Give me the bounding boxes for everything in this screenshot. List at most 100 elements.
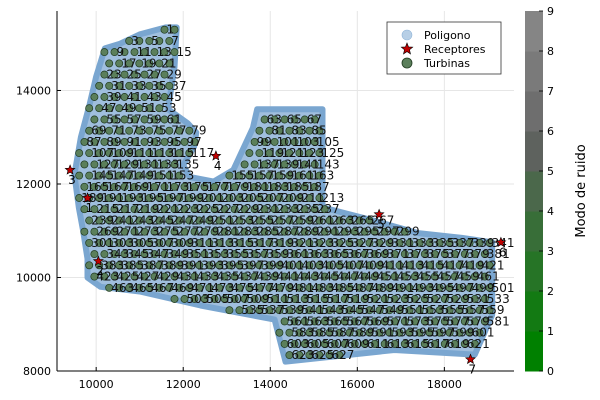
- turbine-marker: [145, 216, 154, 225]
- turbine-label: 537: [261, 303, 284, 317]
- turbine-marker: [95, 238, 104, 247]
- turbine-marker: [275, 126, 284, 135]
- turbine-label: 477: [251, 281, 274, 295]
- turbine-marker: [185, 126, 194, 135]
- turbine-label: 155: [231, 169, 254, 183]
- turbine-label: 281: [217, 225, 240, 239]
- turbine-marker: [180, 227, 189, 236]
- turbine-marker: [480, 250, 489, 259]
- turbine-label: 131: [137, 157, 160, 171]
- legend-receptores-marker: [400, 42, 414, 55]
- turbine-marker: [465, 328, 474, 337]
- turbine-marker: [110, 115, 119, 124]
- turbine-label: 187: [307, 180, 330, 194]
- turbine-marker: [155, 283, 164, 292]
- turbine-marker: [130, 182, 139, 191]
- turbine-marker: [175, 126, 184, 135]
- turbine-label: 237: [317, 202, 340, 216]
- turbine-marker: [130, 160, 139, 169]
- turbine-marker: [255, 126, 264, 135]
- turbine-marker: [280, 317, 289, 326]
- turbine-label: 615: [407, 337, 430, 351]
- turbine-label: 29: [167, 68, 182, 82]
- turbine-marker: [340, 339, 349, 348]
- turbine-marker: [305, 126, 314, 135]
- turbine-marker: [165, 261, 174, 270]
- turbine-label: 529: [447, 292, 470, 306]
- turbine-label: 539: [281, 303, 304, 317]
- turbine-label: 335: [432, 236, 455, 250]
- turbine-marker: [245, 238, 254, 247]
- turbine-marker: [260, 205, 269, 214]
- turbine-marker: [350, 295, 359, 303]
- turbine-label: 417: [442, 258, 465, 272]
- turbine-marker: [165, 283, 174, 292]
- turbine-label: 385: [121, 258, 144, 272]
- turbine-label: 443: [297, 270, 320, 284]
- turbine-marker: [375, 328, 384, 337]
- turbine-label: 301: [91, 236, 114, 250]
- turbine-marker: [380, 250, 389, 259]
- turbine-marker: [235, 238, 244, 247]
- turbine-marker: [165, 126, 174, 135]
- turbine-marker: [245, 261, 254, 270]
- turbine-marker: [265, 261, 274, 270]
- turbine-label: 137: [257, 157, 280, 171]
- turbine-marker: [115, 126, 124, 135]
- turbine-marker: [465, 306, 474, 315]
- turbine-marker: [330, 339, 339, 348]
- turbine-marker: [460, 295, 469, 303]
- turbine-marker: [305, 261, 314, 270]
- turbine-marker: [235, 194, 244, 202]
- turbine-marker: [470, 295, 479, 303]
- turbine-label: 149: [131, 169, 154, 183]
- turbine-marker: [120, 70, 129, 79]
- turbine-label: 239: [91, 214, 114, 228]
- turbine-label: 483: [311, 281, 334, 295]
- turbine-marker: [105, 104, 114, 113]
- turbine-label: 87: [86, 135, 101, 149]
- turbine-marker: [175, 149, 184, 158]
- turbine-label: 367: [347, 247, 370, 261]
- turbine-label: 451: [377, 270, 400, 284]
- turbine-marker: [90, 160, 99, 169]
- turbine-marker: [410, 317, 419, 326]
- turbine-marker: [140, 70, 149, 79]
- turbine-label: 255: [251, 214, 274, 228]
- turbine-marker: [325, 306, 334, 315]
- turbine-marker: [210, 250, 219, 259]
- colorbar-tick-label: 2: [547, 285, 554, 298]
- turbine-label: 371: [387, 247, 410, 261]
- turbine-label: 27: [147, 68, 162, 82]
- turbine-label: 475: [231, 281, 254, 295]
- turbine-marker: [135, 36, 144, 45]
- turbine-label: 435: [217, 270, 240, 284]
- turbine-marker: [485, 238, 494, 247]
- turbine-marker: [130, 227, 139, 236]
- turbine-marker: [420, 250, 429, 259]
- turbine-label: 81: [271, 124, 286, 138]
- turbine-label: 519: [347, 292, 370, 306]
- turbine-label: 587: [332, 326, 355, 340]
- turbine-marker: [255, 194, 264, 202]
- turbine-marker: [170, 205, 179, 214]
- turbine-marker: [380, 339, 389, 348]
- turbine-marker: [445, 261, 454, 270]
- turbine-marker: [295, 328, 304, 337]
- turbine-marker: [320, 272, 329, 281]
- turbine-marker: [310, 272, 319, 281]
- turbine-label: 295: [357, 225, 380, 239]
- turbine-marker: [350, 272, 359, 281]
- turbine-marker: [485, 283, 494, 292]
- turbine-label: 363: [307, 247, 330, 261]
- turbine-marker: [370, 227, 379, 236]
- turbine-marker: [320, 317, 329, 326]
- turbine-marker: [270, 115, 279, 124]
- turbine-label: 423: [96, 270, 119, 284]
- turbine-marker: [415, 306, 424, 315]
- turbine-marker: [115, 59, 124, 68]
- turbine-label: 561: [287, 314, 310, 328]
- turbine-marker: [295, 283, 304, 292]
- turbine-label: 143: [317, 157, 340, 171]
- x-tick-label: 16000: [340, 378, 375, 391]
